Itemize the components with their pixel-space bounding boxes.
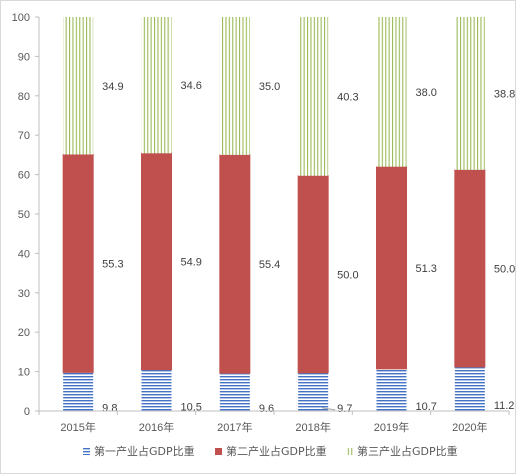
y-tick-label: 100 <box>12 12 30 24</box>
x-tick-label: 2018年 <box>295 420 330 434</box>
bar-segment-series-3-4 <box>298 17 329 176</box>
data-label-series-3-2: 34.6 <box>181 80 202 92</box>
legend-swatch-series-1 <box>83 448 90 455</box>
data-label-series-2-1: 55.3 <box>102 258 123 270</box>
data-label-series-2-4: 50.0 <box>337 269 358 281</box>
bar-segment-series-1-5 <box>376 368 407 411</box>
x-tick-label: 2020年 <box>452 420 487 434</box>
bar-segment-series-2-1 <box>62 154 94 373</box>
y-tick-label: 30 <box>18 288 30 300</box>
data-label-series-3-1: 34.9 <box>102 81 123 93</box>
x-axis: 2015年 2016年 2017年 2018年 2019年 2020年 <box>38 410 510 434</box>
bar-segment-series-1-2 <box>141 369 172 411</box>
data-label-series-2-2: 54.9 <box>181 256 202 268</box>
bar-segment-series-3-3 <box>219 17 250 155</box>
x-tick-label: 2015年 <box>60 420 95 434</box>
x-tick-label: 2016年 <box>139 420 174 434</box>
bars-layer <box>62 17 486 411</box>
bar-segment-series-3-1 <box>63 17 94 155</box>
data-label-series-2-3: 55.4 <box>259 259 280 271</box>
legend-swatch-series-2 <box>215 448 222 455</box>
y-tick-label: 80 <box>18 91 30 103</box>
legend-label-series-1: 第一产业占GDP比重 <box>94 444 195 458</box>
y-tick-label: 90 <box>18 51 30 63</box>
bar-segment-series-2-4 <box>297 175 329 374</box>
y-tick-label: 60 <box>18 170 30 182</box>
legend-label-series-2: 第二产业占GDP比重 <box>226 444 327 458</box>
y-tick-label: 10 <box>18 367 30 379</box>
data-label-series-1-3: 9.6 <box>259 403 274 415</box>
bar-segment-series-2-6 <box>454 169 486 368</box>
y-tick-label: 50 <box>18 209 30 221</box>
y-tick-label: 20 <box>18 327 30 339</box>
bar-segment-series-3-6 <box>454 17 485 170</box>
data-label-series-1-1: 9.8 <box>102 403 117 415</box>
x-tick-label: 2017年 <box>217 420 252 434</box>
legend-label-series-3: 第三产业占GDP比重 <box>357 444 458 458</box>
bar-segment-series-2-5 <box>376 166 407 370</box>
data-label-series-1-4: 9.7 <box>337 403 352 415</box>
legend-swatch-series-3 <box>346 448 353 455</box>
bar-segment-series-3-5 <box>376 17 407 167</box>
data-label-series-1-5: 10.7 <box>416 401 437 413</box>
legend: 第一产业占GDP比重 第二产业占GDP比重 第三产业占GDP比重 <box>83 444 458 458</box>
bar-segment-series-2-3 <box>219 154 251 374</box>
data-label-series-3-4: 40.3 <box>337 91 358 103</box>
bar-segment-series-1-6 <box>454 366 485 411</box>
y-tick-label: 70 <box>18 130 30 142</box>
bar-segment-series-3-2 <box>141 17 172 154</box>
bar-segment-series-2-2 <box>141 152 172 371</box>
data-label-series-1-6: 11.2 <box>494 400 515 412</box>
data-label-leader-line <box>322 407 336 411</box>
data-label-series-3-6: 38.8 <box>494 88 515 100</box>
y-tick-label: 0 <box>24 406 30 418</box>
y-tick-label: 40 <box>18 248 30 260</box>
data-label-series-1-2: 10.5 <box>181 401 202 413</box>
bar-segment-series-1-1 <box>63 372 94 411</box>
data-label-series-2-6: 50.0 <box>494 263 515 275</box>
x-tick-label: 2019年 <box>374 420 409 434</box>
data-labels-layer: 9.8 55.3 34.9 10.5 54.9 34.6 9.6 55.4 35.0 9.7 50.… <box>102 80 515 415</box>
bar-segment-series-1-3 <box>219 373 250 411</box>
data-label-series-3-3: 35.0 <box>259 81 280 93</box>
data-label-series-2-5: 51.3 <box>416 263 437 275</box>
bar-segment-series-1-4 <box>298 372 329 411</box>
data-label-series-3-5: 38.0 <box>416 87 437 99</box>
y-axis: 0 10 20 30 40 50 60 70 80 90 100 <box>12 12 40 418</box>
